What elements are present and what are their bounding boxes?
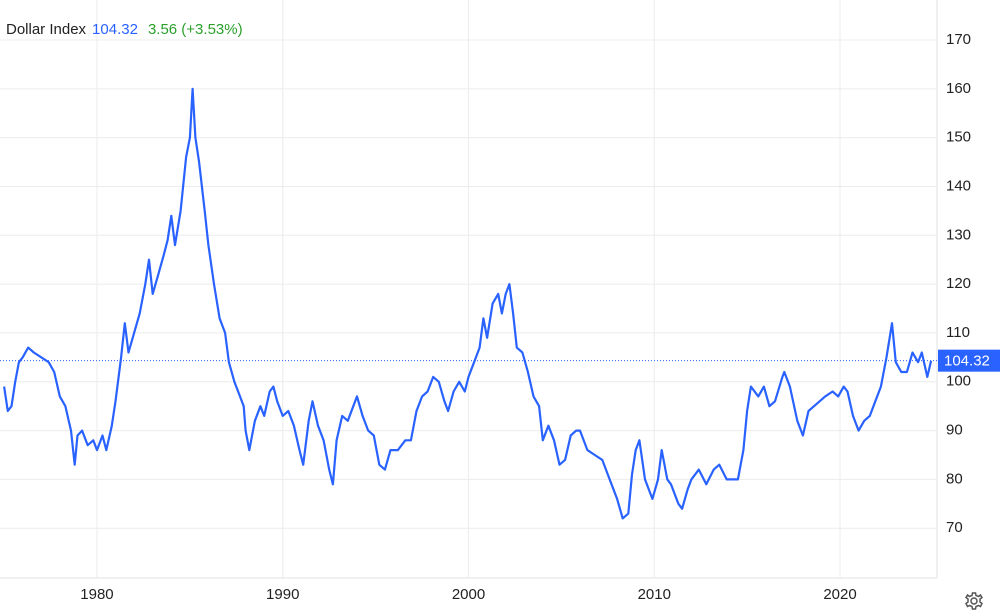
y-tick-label: 100 — [946, 373, 971, 390]
y-tick-label: 120 — [946, 275, 971, 292]
x-tick-label: 1990 — [266, 586, 299, 603]
grid — [0, 0, 937, 578]
x-tick-label: 2000 — [452, 586, 485, 603]
y-tick-label: 170 — [946, 31, 971, 48]
y-tick-label: 150 — [946, 129, 971, 146]
x-tick-label: 2010 — [638, 586, 671, 603]
plot — [3, 87, 933, 520]
y-tick-label: 90 — [946, 422, 963, 439]
last-price-label: 104.32 — [944, 353, 990, 370]
y-tick-label: 70 — [946, 519, 963, 536]
last-price: 104.32 — [92, 21, 138, 38]
y-tick-label: 140 — [946, 177, 971, 194]
x-tick-label: 1980 — [80, 586, 113, 603]
y-tick-label: 160 — [946, 80, 971, 97]
header: Dollar Index 104.32 3.56 (+3.53%) — [6, 21, 243, 38]
y-tick-label: 80 — [946, 470, 963, 487]
x-tick-label: 2020 — [823, 586, 856, 603]
data-line — [3, 87, 933, 520]
settings-icon[interactable] — [965, 592, 983, 610]
y-tick-label: 130 — [946, 226, 971, 243]
y-tick-label: 110 — [946, 324, 970, 341]
chart-title: Dollar Index — [6, 21, 87, 38]
last-price-box — [938, 349, 1000, 372]
change: 3.56 (+3.53%) — [148, 21, 243, 38]
